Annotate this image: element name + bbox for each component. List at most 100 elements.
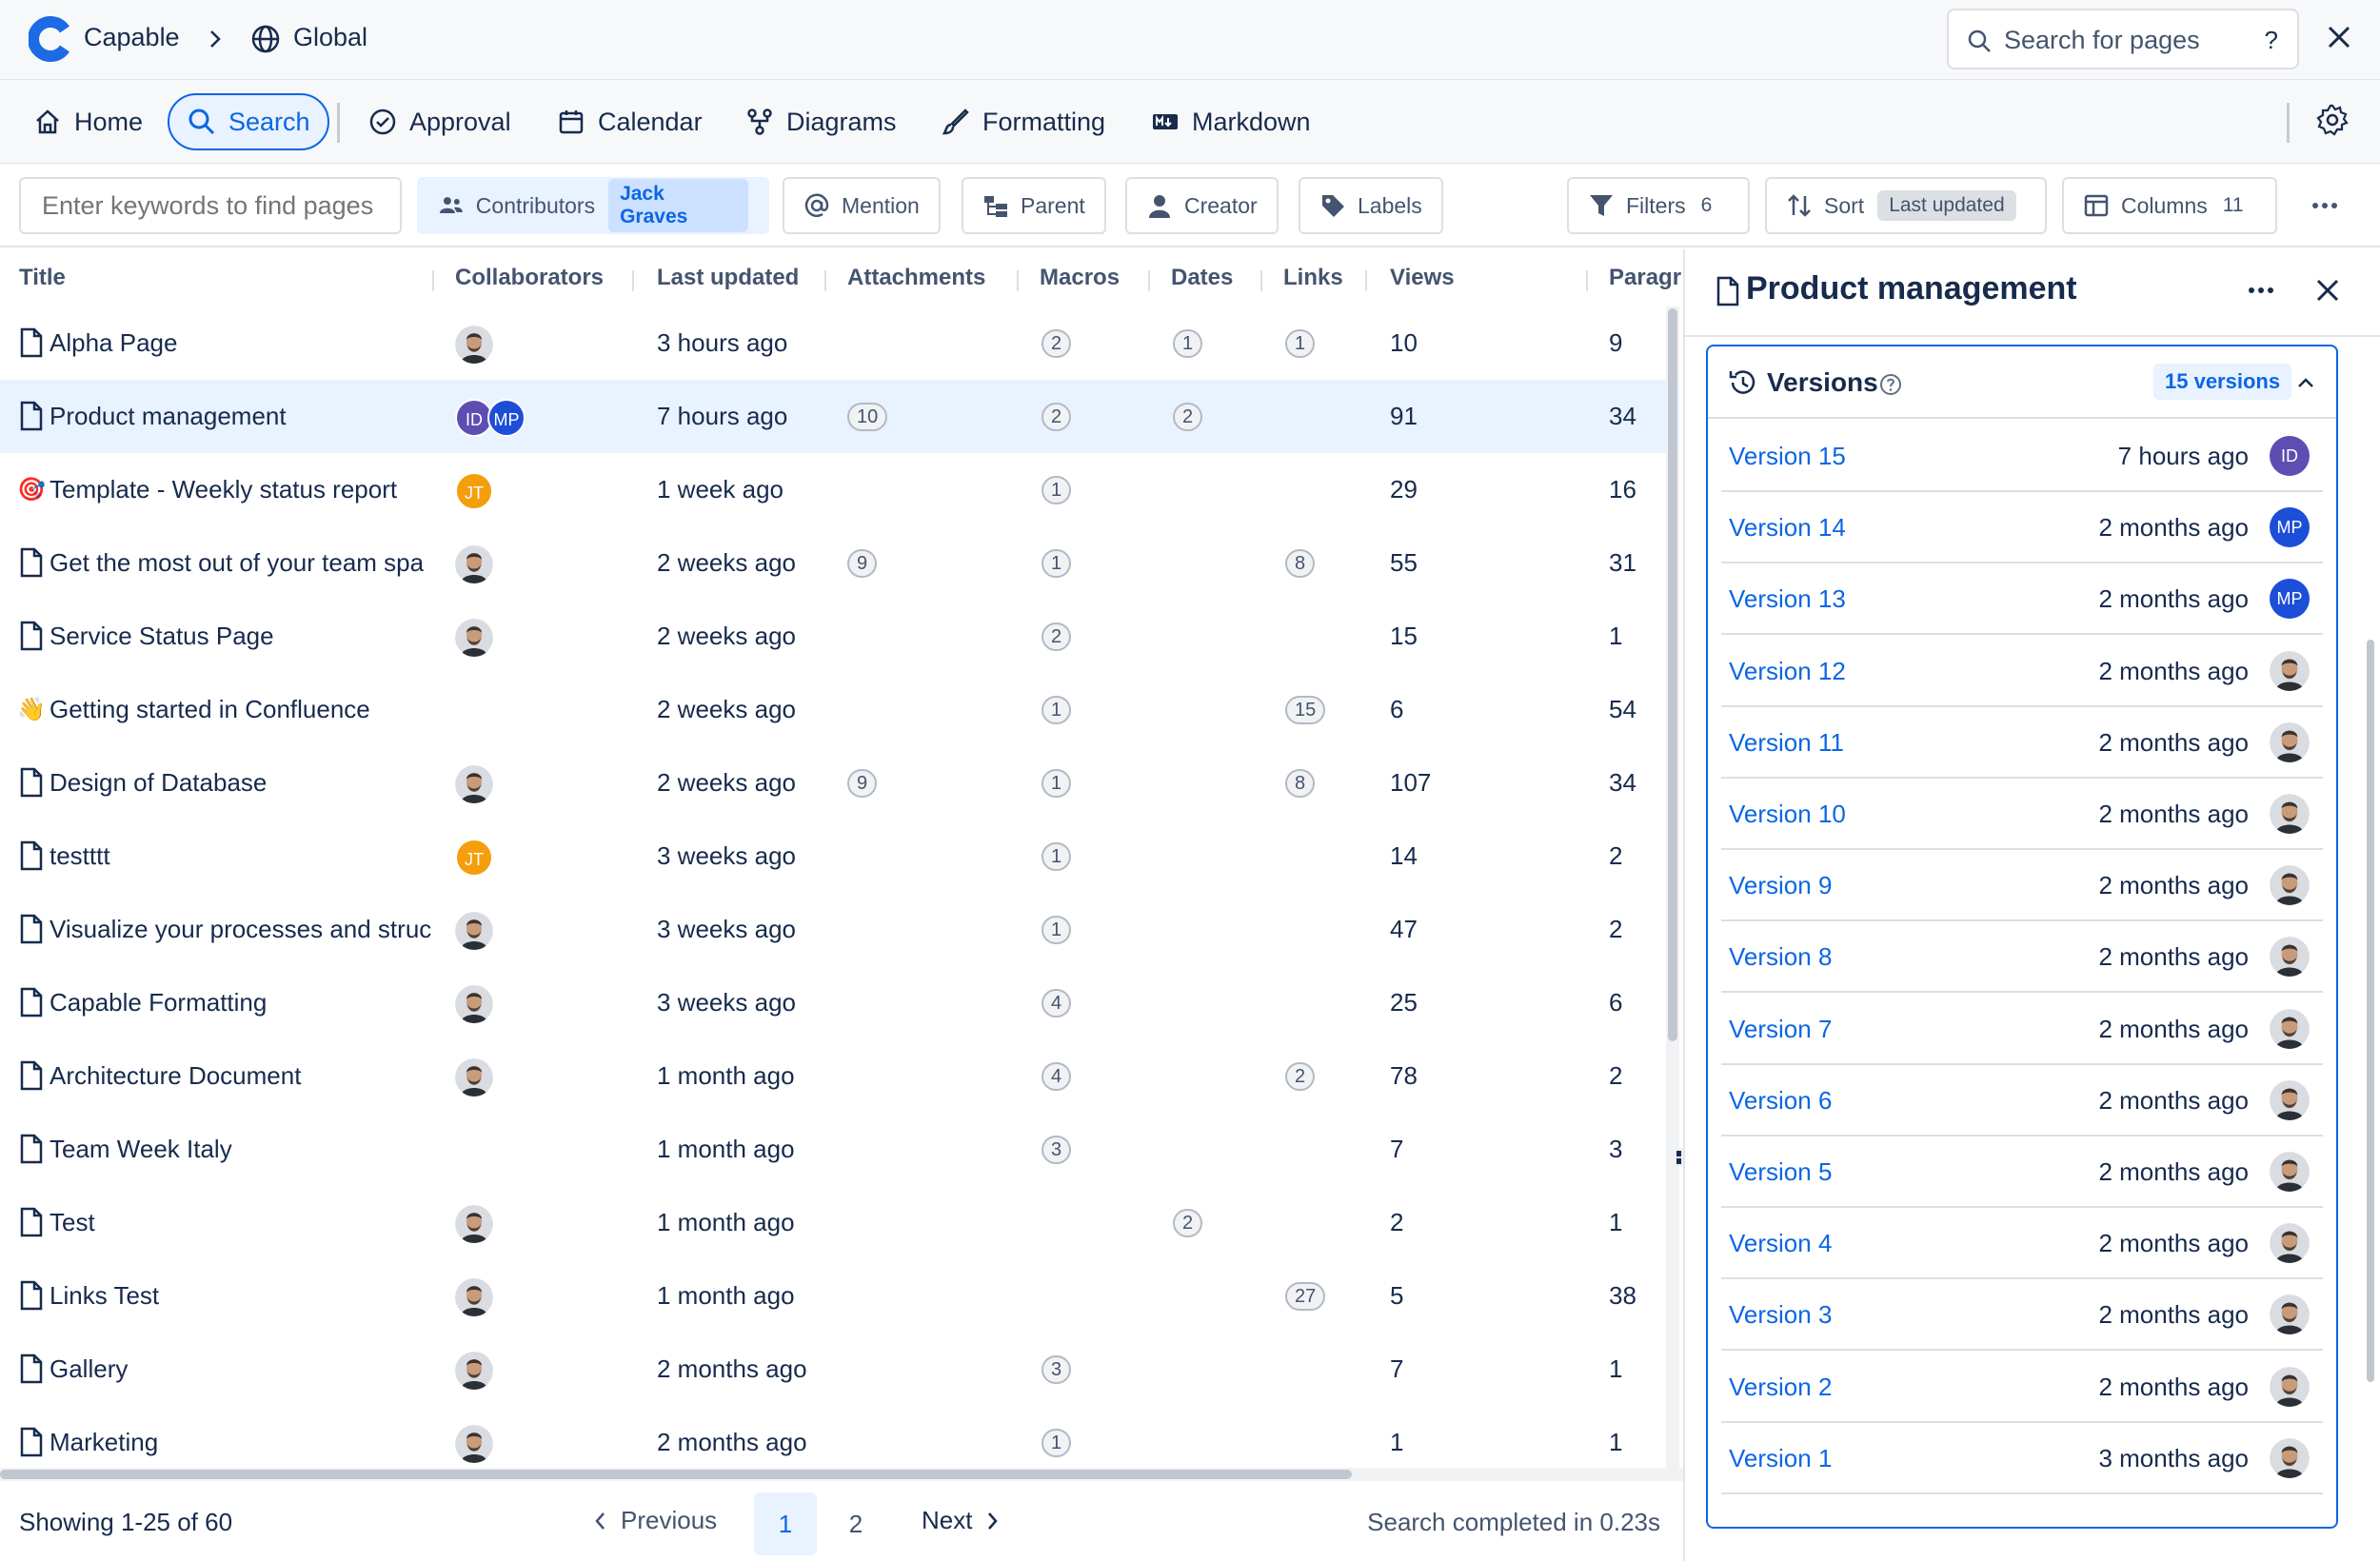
versions-header[interactable]: Versions 15 versions bbox=[1708, 346, 2336, 419]
page-title-link[interactable]: Team Week Italy bbox=[50, 1135, 232, 1163]
close-icon[interactable] bbox=[2311, 274, 2344, 306]
table-row[interactable]: Product management ID MP 7 hours ago 10 2 2 91 3… bbox=[0, 380, 1671, 453]
page-title-link[interactable]: Template - Weekly status report bbox=[50, 475, 398, 504]
page-1-button[interactable]: 1 bbox=[754, 1492, 817, 1555]
version-link[interactable]: Version 2 bbox=[1729, 1372, 1833, 1401]
page-title-link[interactable]: Visualize your processes and struc bbox=[50, 915, 432, 943]
collaborator-avatar[interactable] bbox=[455, 1352, 493, 1390]
column-header-macros[interactable]: Macros bbox=[1040, 265, 1121, 290]
version-row[interactable]: Version 14 2 months ago MP bbox=[1721, 492, 2323, 564]
page-title-link[interactable]: Get the most out of your team spa bbox=[50, 548, 425, 577]
version-author-avatar[interactable] bbox=[2270, 1008, 2310, 1049]
version-author-avatar[interactable]: MP bbox=[2270, 507, 2310, 548]
page-title-link[interactable]: Test bbox=[50, 1208, 95, 1236]
version-row[interactable]: Version 9 2 months ago bbox=[1721, 850, 2323, 922]
version-link[interactable]: Version 7 bbox=[1729, 1014, 1833, 1043]
version-row[interactable]: Version 11 2 months ago bbox=[1721, 707, 2323, 779]
contributors-filter-button[interactable]: Contributors Jack Graves bbox=[417, 177, 769, 234]
page-title-link[interactable]: Service Status Page bbox=[50, 622, 274, 650]
panel-scrollbar-thumb[interactable] bbox=[2367, 640, 2374, 1382]
table-row[interactable]: Service Status Page 2 weeks ago 2 15 1 bbox=[0, 600, 1671, 673]
column-separator[interactable] bbox=[432, 270, 434, 291]
close-icon[interactable] bbox=[2323, 21, 2355, 53]
version-link[interactable]: Version 14 bbox=[1729, 513, 1846, 543]
tab-home[interactable]: Home bbox=[32, 93, 143, 150]
version-author-avatar[interactable] bbox=[2270, 650, 2310, 691]
collaborator-avatar[interactable] bbox=[455, 545, 493, 583]
collaborator-avatar[interactable] bbox=[455, 1425, 493, 1463]
column-separator[interactable] bbox=[1586, 270, 1588, 291]
labels-filter-button[interactable]: Labels bbox=[1299, 177, 1443, 234]
version-author-avatar[interactable] bbox=[2270, 1437, 2310, 1478]
version-link[interactable]: Version 1 bbox=[1729, 1443, 1833, 1472]
chevron-up-icon[interactable] bbox=[2294, 371, 2317, 394]
page-title-link[interactable]: testttt bbox=[50, 841, 110, 870]
page-title-link[interactable]: Getting started in Confluence bbox=[50, 695, 370, 723]
table-row[interactable]: Marketing 2 months ago 1 1 1 bbox=[0, 1406, 1671, 1477]
creator-filter-button[interactable]: Creator bbox=[1125, 177, 1279, 234]
page-2-button[interactable]: 2 bbox=[848, 1510, 863, 1538]
column-header-views[interactable]: Views bbox=[1390, 265, 1455, 290]
next-page-button[interactable]: Next bbox=[922, 1506, 1002, 1535]
breadcrumb-app[interactable]: Capable bbox=[84, 23, 180, 51]
table-row[interactable]: testttt JT 3 weeks ago 1 14 2 bbox=[0, 820, 1671, 893]
version-author-avatar[interactable] bbox=[2270, 1223, 2310, 1264]
version-row[interactable]: Version 1 3 months ago bbox=[1721, 1423, 2323, 1494]
column-header-last-updated[interactable]: Last updated bbox=[657, 265, 800, 290]
drag-handle-icon[interactable] bbox=[1672, 1144, 1683, 1171]
version-row[interactable]: Version 13 2 months ago MP bbox=[1721, 563, 2323, 636]
help-button[interactable]: ? bbox=[2264, 26, 2278, 54]
version-link[interactable]: Version 5 bbox=[1729, 1157, 1833, 1186]
version-author-avatar[interactable]: MP bbox=[2270, 579, 2310, 620]
column-header-collaborators[interactable]: Collaborators bbox=[455, 265, 605, 290]
table-row[interactable]: Get the most out of your team spa 2 weeks… bbox=[0, 526, 1671, 600]
page-search-placeholder[interactable]: Search for pages bbox=[2004, 26, 2200, 54]
version-author-avatar[interactable] bbox=[2270, 937, 2310, 978]
parent-filter-button[interactable]: Parent bbox=[962, 177, 1106, 234]
tab-approval[interactable]: Approval bbox=[367, 93, 511, 150]
table-row[interactable]: Visualize your processes and struc 3 week… bbox=[0, 893, 1671, 966]
collaborator-avatar[interactable] bbox=[455, 326, 493, 364]
collaborator-avatar[interactable] bbox=[455, 985, 493, 1023]
version-row[interactable]: Version 3 2 months ago bbox=[1721, 1279, 2323, 1352]
page-title-link[interactable]: Gallery bbox=[50, 1354, 129, 1383]
column-header-dates[interactable]: Dates bbox=[1171, 265, 1234, 290]
column-header-attachments[interactable]: Attachments bbox=[847, 265, 986, 290]
help-circle-icon[interactable] bbox=[1879, 373, 1902, 396]
column-header-paragraphs[interactable]: Paragr bbox=[1609, 265, 1682, 290]
version-link[interactable]: Version 10 bbox=[1729, 800, 1846, 828]
version-row[interactable]: Version 15 7 hours ago ID bbox=[1721, 421, 2323, 492]
version-link[interactable]: Version 8 bbox=[1729, 942, 1833, 972]
version-row[interactable]: Version 12 2 months ago bbox=[1721, 636, 2323, 707]
table-row[interactable]: Gallery 2 months ago 3 7 1 bbox=[0, 1333, 1671, 1406]
version-author-avatar[interactable] bbox=[2270, 865, 2310, 906]
page-title-link[interactable]: Marketing bbox=[50, 1428, 159, 1456]
collaborator-avatar[interactable]: ID bbox=[455, 399, 493, 437]
version-row[interactable]: Version 4 2 months ago bbox=[1721, 1208, 2323, 1280]
column-separator[interactable] bbox=[1017, 270, 1019, 291]
version-author-avatar[interactable] bbox=[2270, 794, 2310, 834]
tab-markdown[interactable]: Markdown bbox=[1150, 93, 1311, 150]
version-link[interactable]: Version 3 bbox=[1729, 1300, 1833, 1330]
page-search-box[interactable]: Search for pages ? bbox=[1947, 9, 2299, 69]
version-link[interactable]: Version 12 bbox=[1729, 656, 1846, 685]
table-row[interactable]: Test 1 month ago 2 2 1 bbox=[0, 1186, 1671, 1259]
page-title-link[interactable]: Capable Formatting bbox=[50, 988, 268, 1017]
collaborator-avatar[interactable] bbox=[455, 1058, 493, 1097]
collaborator-avatar[interactable]: MP bbox=[487, 399, 526, 437]
version-row[interactable]: Version 10 2 months ago bbox=[1721, 779, 2323, 850]
collaborator-avatar[interactable]: JT bbox=[455, 472, 493, 510]
tab-diagrams[interactable]: Diagrams bbox=[744, 93, 897, 150]
more-options-icon[interactable] bbox=[2308, 190, 2342, 221]
column-separator[interactable] bbox=[1260, 270, 1262, 291]
version-row[interactable]: Version 6 2 months ago bbox=[1721, 1065, 2323, 1136]
horizontal-scrollbar-thumb[interactable] bbox=[0, 1470, 1352, 1479]
version-author-avatar[interactable] bbox=[2270, 1152, 2310, 1192]
version-row[interactable]: Version 8 2 months ago bbox=[1721, 921, 2323, 994]
version-author-avatar[interactable] bbox=[2270, 1079, 2310, 1120]
page-title-link[interactable]: Architecture Document bbox=[50, 1061, 302, 1090]
version-author-avatar[interactable] bbox=[2270, 721, 2310, 762]
version-author-avatar[interactable]: ID bbox=[2270, 436, 2310, 476]
table-row[interactable]: Architecture Document 1 month ago 4 2 78 2 bbox=[0, 1039, 1671, 1113]
collaborator-avatar[interactable] bbox=[455, 1205, 493, 1243]
